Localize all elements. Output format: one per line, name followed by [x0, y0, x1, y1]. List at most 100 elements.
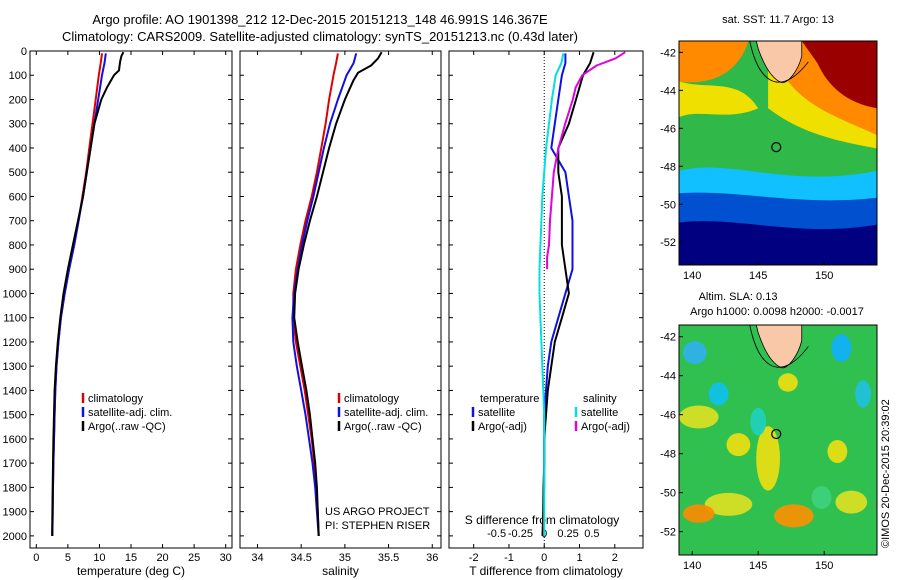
y-tick-label: 600: [9, 191, 27, 203]
diff-legend-title: temperature: [480, 393, 539, 405]
sla-anomaly: [726, 433, 751, 457]
series-line-argo-raw-qc-: [51, 51, 125, 536]
sla-map-subtitle: Argo h1000: 0.0098 h2000: -0.0017: [690, 306, 864, 318]
x-tick-label: 34.5: [290, 552, 311, 564]
map-frame: [678, 40, 878, 266]
map-sla: -42 -44 -46 -48 -50 -52 140 145 150 Altim. SLA: 0…: [660, 291, 878, 572]
sla-anomaly: [835, 490, 868, 514]
tasmania-land: [755, 41, 803, 84]
x-tick-label: 1: [576, 552, 582, 564]
map-y-tick-label: -50: [660, 199, 676, 211]
series-line-salinity-argo(-adj): [546, 51, 626, 270]
float-position-marker: [771, 428, 782, 440]
sla-anomaly: [756, 426, 780, 491]
sla-anomaly: [682, 341, 707, 365]
y-tick-label: 1300: [3, 361, 27, 373]
sla-anomaly: [679, 405, 719, 429]
map-y-tick-label: -50: [660, 488, 676, 500]
panel-frame: [29, 50, 233, 549]
x-tick-label: 25: [188, 552, 200, 564]
s-tick-label: -0.25: [508, 528, 533, 540]
map-x-tick-label: 145: [749, 560, 767, 572]
map-x-tick-label: 150: [815, 270, 833, 282]
panel-frame: [448, 50, 644, 549]
sla-anomaly: [778, 373, 798, 392]
x-tick-label: 5: [65, 552, 71, 564]
map-y-tick-label: -48: [660, 161, 676, 173]
diff-legend-t-label: satellite: [478, 407, 515, 419]
x-tick-label: 30: [220, 552, 232, 564]
x-tick-label: 34: [251, 552, 263, 564]
x-tick-label: 0: [33, 552, 39, 564]
panel-salinity: 34 34.5 35 35.5 36 salinity climatology satelli…: [239, 50, 442, 578]
x-axis-label: salinity: [322, 564, 359, 578]
map-frame: [678, 324, 878, 556]
temp-legend-label: climatology: [88, 393, 144, 405]
x-tick-label: 2: [612, 552, 618, 564]
diff-legend-s-label: Argo(-adj): [581, 421, 630, 433]
x-tick-label: 36: [426, 552, 438, 564]
sla-anomaly: [855, 380, 872, 408]
temp-legend-label: Argo(..raw -QC): [88, 421, 166, 433]
sal-legend-label: Argo(..raw -QC): [344, 421, 422, 433]
sla-anomaly: [774, 504, 814, 528]
sst-band: [801, 41, 877, 109]
s-tick-label: 0.5: [584, 528, 599, 540]
y-tick-label: 1700: [3, 458, 27, 470]
x-tick-label: 10: [93, 552, 105, 564]
panel-frame: [239, 50, 442, 549]
plot-title-line1: Argo profile: AO 1901398_212 12-Dec-2015…: [92, 12, 548, 27]
temp-legend-label: satellite-adj. clim.: [88, 407, 172, 419]
imos-watermark: ©IMOS 20-Dec-2015 20:39:02: [880, 399, 892, 548]
y-tick-label: 100: [9, 70, 27, 82]
y-tick-label: 1600: [3, 434, 27, 446]
x-tick-label: 35: [339, 552, 351, 564]
map-x-tick-label: 145: [749, 270, 767, 282]
map-y-tick-label: -42: [660, 332, 676, 344]
sla-anomaly: [682, 504, 715, 523]
map-y-tick-label: -46: [660, 123, 676, 135]
y-tick-label: 1000: [3, 288, 27, 300]
sal-legend-label: satellite-adj. clim.: [344, 407, 428, 419]
x-tick-label: 15: [125, 552, 137, 564]
y-tick-label: 1400: [3, 385, 27, 397]
project-annotation: US ARGO PROJECT: [325, 506, 430, 518]
sla-anomaly: [704, 492, 753, 516]
sla-map-title: Altim. SLA: 0.13: [699, 291, 778, 303]
y-tick-label: 700: [9, 216, 27, 228]
sla-anomaly: [811, 486, 832, 509]
y-tick-label: 800: [9, 240, 27, 252]
x-axis-label: temperature (deg C): [77, 564, 185, 578]
sst-band: [679, 81, 759, 118]
map-field: [679, 325, 877, 555]
x-tick-label: 35.5: [378, 552, 399, 564]
sla-anomaly: [831, 334, 852, 362]
sal-legend-label: climatology: [344, 393, 400, 405]
sst-band: [679, 167, 877, 201]
sst-band: [679, 218, 877, 265]
map-sst: -42 -44 -46 -48 -50 -52 140 145 150 sat. SST: 11.…: [660, 14, 878, 282]
map-x-tick-label: 140: [683, 560, 701, 572]
series-line-argo-raw-qc-: [293, 51, 383, 536]
x-axis-label: T difference from climatology: [469, 564, 623, 578]
diff-legend-title: salinity: [583, 393, 617, 405]
s-tick-label: -0.5: [487, 528, 506, 540]
sla-anomaly: [708, 382, 729, 406]
y-tick-label: 900: [9, 264, 27, 276]
sst-band: [679, 41, 749, 83]
shelf-contour: [749, 41, 809, 83]
x-tick-label: -1: [504, 552, 514, 564]
sla-anomaly: [750, 407, 767, 436]
y-tick-label: 200: [9, 94, 27, 106]
diff-legend-t-label: Argo(-adj): [478, 421, 527, 433]
x-tick-label: 0: [541, 552, 547, 564]
panel-temperature: 0 5 10 15 20 25 300100200300400500600700800900…: [3, 46, 233, 578]
y-tick-label: 1100: [3, 313, 27, 325]
x-tick-label: 20: [156, 552, 168, 564]
map-x-tick-label: 150: [815, 560, 833, 572]
y-tick-label: 1900: [3, 507, 27, 519]
y-tick-label: 1800: [3, 482, 27, 494]
sla-anomaly: [827, 440, 848, 463]
x-tick-label: -2: [469, 552, 479, 564]
